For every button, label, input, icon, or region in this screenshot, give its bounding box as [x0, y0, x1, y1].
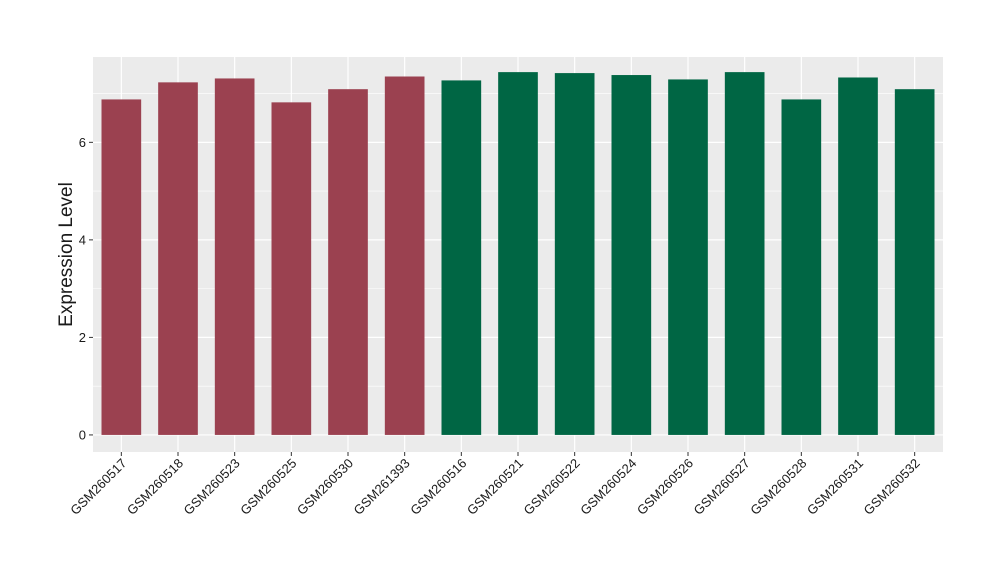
x-tick-label: GSM260516 [407, 456, 469, 518]
x-tick-label: GSM261393 [351, 456, 413, 518]
y-axis: 0 2 4 6 [79, 135, 93, 442]
bar-gsm260518 [158, 82, 198, 435]
x-tick-label: GSM260531 [804, 456, 866, 518]
y-tick-label: 0 [79, 427, 86, 442]
bar-gsm260532 [894, 89, 935, 435]
x-tick-label: GSM260527 [691, 456, 753, 518]
bar-gsm261393 [384, 76, 425, 435]
x-tick-label: GSM260518 [124, 456, 186, 518]
bar-gsm260527 [724, 72, 765, 435]
bar-gsm260528 [781, 99, 822, 435]
x-tick-label: GSM260517 [67, 456, 129, 518]
y-tick-label: 2 [79, 330, 86, 345]
bar-gsm260530 [328, 89, 368, 435]
bar-gsm260517 [101, 99, 142, 435]
bar-gsm260516 [441, 80, 482, 435]
bar-gsm260522 [554, 73, 595, 435]
x-tick-label: GSM260525 [237, 456, 299, 518]
bars [101, 72, 935, 435]
x-tick-label: GSM260523 [181, 456, 243, 518]
x-tick-label: GSM260522 [521, 456, 583, 518]
bar-gsm260526 [668, 79, 708, 435]
x-tick-label: GSM260521 [464, 456, 526, 518]
bar-gsm260531 [838, 77, 878, 435]
bar-gsm260524 [611, 75, 652, 435]
x-tick-label: GSM260524 [577, 456, 639, 518]
x-axis: GSM260517GSM260518GSM260523GSM260525GSM2… [67, 452, 923, 518]
x-tick-label: GSM260526 [634, 456, 696, 518]
y-axis-title: Expression Level [56, 182, 77, 327]
bar-gsm260521 [498, 72, 538, 435]
x-tick-label: GSM260532 [861, 456, 923, 518]
bar-gsm260523 [214, 78, 255, 435]
bar-gsm260525 [271, 102, 312, 435]
y-tick-label: 4 [79, 232, 86, 247]
x-tick-label: GSM260528 [747, 456, 809, 518]
y-tick-label: 6 [79, 135, 86, 150]
x-tick-label: GSM260530 [294, 456, 356, 518]
